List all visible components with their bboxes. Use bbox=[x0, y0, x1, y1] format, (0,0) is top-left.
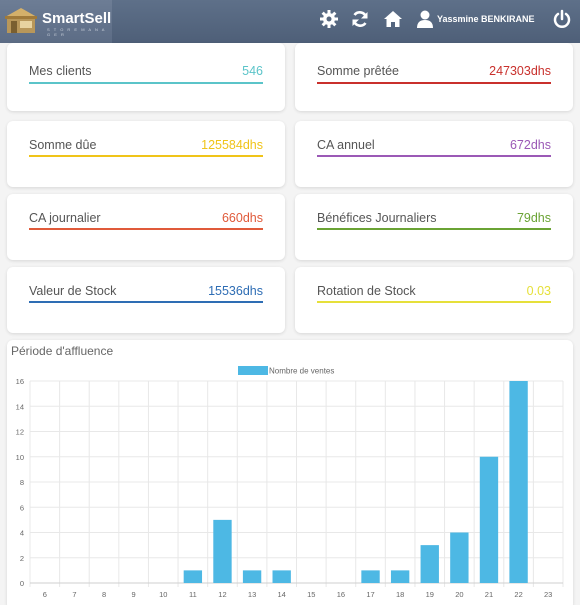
stat-label: Bénéfices Journaliers bbox=[317, 211, 437, 225]
navbar: SmartSell S T O R E M A N A G E R Yassmi… bbox=[0, 0, 580, 43]
bar-22[interactable] bbox=[509, 381, 528, 583]
chart-card: Période d'affluence Nombre de ventes 0 2 4… bbox=[7, 340, 573, 605]
bar-19[interactable] bbox=[420, 545, 439, 583]
y-tick-label: 14 bbox=[16, 402, 24, 411]
brand-name: SmartSell bbox=[42, 10, 112, 27]
y-tick-label: 6 bbox=[20, 503, 24, 512]
x-tick-label: 17 bbox=[366, 590, 374, 599]
y-tick-label: 2 bbox=[20, 554, 24, 563]
stat-card-valeur-stock[interactable]: Valeur de Stock 15536dhs bbox=[7, 267, 285, 333]
stat-bar bbox=[317, 82, 551, 84]
stat-value: 125584dhs bbox=[201, 138, 263, 152]
y-tick-label: 10 bbox=[16, 453, 24, 462]
x-tick-label: 13 bbox=[248, 590, 256, 599]
stat-label: Valeur de Stock bbox=[29, 284, 117, 298]
y-tick-label: 12 bbox=[16, 428, 24, 437]
stat-value: 546 bbox=[242, 64, 263, 78]
brand-tagline: S T O R E M A N A G E R bbox=[47, 27, 106, 37]
bar-21[interactable] bbox=[479, 456, 499, 583]
x-tick-label: 6 bbox=[43, 590, 47, 599]
bar-chart: Nombre de ventes 0 2 4 6 8 10 12 14 16 6 7 8 9 10 11 12… bbox=[16, 366, 564, 599]
y-tick-label: 4 bbox=[20, 529, 24, 538]
x-tick-label: 16 bbox=[337, 590, 345, 599]
stat-value: 15536dhs bbox=[208, 284, 263, 298]
x-tick-label: 8 bbox=[102, 590, 106, 599]
x-tick-label: 18 bbox=[396, 590, 404, 599]
y-tick-label: 0 bbox=[20, 579, 24, 588]
stat-label: CA journalier bbox=[29, 211, 101, 225]
stat-label: Somme dûe bbox=[29, 138, 97, 152]
stat-value: 79dhs bbox=[516, 211, 551, 225]
x-tick-label: 23 bbox=[544, 590, 552, 599]
stat-label: Somme prêtée bbox=[317, 64, 399, 78]
x-tick-label: 21 bbox=[485, 590, 493, 599]
stat-bar bbox=[29, 301, 263, 303]
x-tick-label: 15 bbox=[307, 590, 315, 599]
home-icon[interactable] bbox=[383, 9, 403, 29]
stat-label: CA annuel bbox=[317, 138, 375, 152]
stat-bar bbox=[317, 301, 551, 303]
x-tick-label: 11 bbox=[189, 590, 197, 599]
stat-bar bbox=[29, 155, 263, 157]
stat-bar bbox=[317, 155, 551, 157]
stat-bar bbox=[317, 228, 551, 230]
x-tick-label: 10 bbox=[159, 590, 167, 599]
gear-icon[interactable] bbox=[319, 9, 339, 29]
stat-card-somme-pretee[interactable]: Somme prêtée 247303dhs bbox=[295, 43, 573, 111]
x-tick-label: 12 bbox=[218, 590, 226, 599]
stat-label: Mes clients bbox=[29, 64, 92, 78]
store-icon bbox=[5, 8, 37, 33]
stat-value: 0.03 bbox=[526, 284, 551, 298]
chart-title: Période d'affluence bbox=[11, 344, 114, 358]
stat-value: 247303dhs bbox=[489, 64, 551, 78]
stat-bar bbox=[29, 82, 263, 84]
x-tick-label: 7 bbox=[72, 590, 76, 599]
y-tick-label: 8 bbox=[20, 478, 24, 487]
legend-label: Nombre de ventes bbox=[269, 367, 334, 376]
bar-20[interactable] bbox=[450, 532, 469, 584]
bar-12[interactable] bbox=[213, 519, 232, 583]
x-tick-label: 14 bbox=[278, 590, 286, 599]
stat-card-clients[interactable]: Mes clients 546 bbox=[7, 43, 285, 111]
refresh-icon[interactable] bbox=[350, 9, 370, 29]
bar-18[interactable] bbox=[390, 570, 410, 583]
power-icon[interactable] bbox=[552, 9, 572, 29]
stat-label: Rotation de Stock bbox=[317, 284, 416, 298]
x-tick-label: 19 bbox=[426, 590, 434, 599]
stat-card-somme-due[interactable]: Somme dûe 125584dhs bbox=[7, 121, 285, 187]
y-tick-label: 16 bbox=[16, 377, 24, 386]
brand-logo[interactable]: SmartSell S T O R E M A N A G E R bbox=[0, 0, 112, 43]
bar-14[interactable] bbox=[272, 570, 291, 583]
stat-card-ca-journalier[interactable]: CA journalier 660dhs bbox=[7, 194, 285, 260]
bar-11[interactable] bbox=[183, 570, 203, 583]
legend-swatch bbox=[238, 366, 268, 375]
stat-value: 660dhs bbox=[221, 211, 263, 225]
stat-card-ca-annuel[interactable]: CA annuel 672dhs bbox=[295, 121, 573, 187]
stat-value: 672dhs bbox=[509, 138, 551, 152]
x-tick-label: 9 bbox=[132, 590, 136, 599]
stat-card-benefices-journaliers[interactable]: Bénéfices Journaliers 79dhs bbox=[295, 194, 573, 260]
user-name[interactable]: Yassmine BENKIRANE bbox=[437, 14, 535, 24]
x-tick-label: 22 bbox=[514, 590, 522, 599]
stat-card-rotation-stock[interactable]: Rotation de Stock 0.03 bbox=[295, 267, 573, 333]
x-tick-label: 20 bbox=[455, 590, 463, 599]
bar-17[interactable] bbox=[361, 570, 380, 583]
user-icon[interactable] bbox=[416, 9, 434, 29]
bar-13[interactable] bbox=[242, 570, 262, 583]
stat-bar bbox=[29, 228, 263, 230]
